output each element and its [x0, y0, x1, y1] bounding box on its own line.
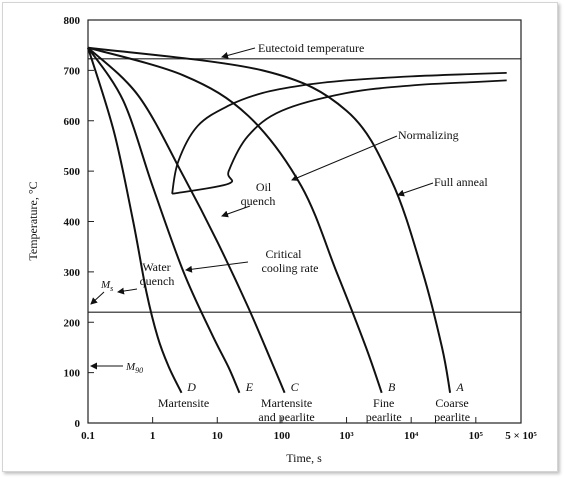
- curve-label-C-1: and pearlite: [258, 410, 314, 424]
- critical-line1: Critical: [266, 247, 303, 261]
- x-tick-label-6: 10⁵: [469, 430, 484, 442]
- normalizing-label: Normalizing: [398, 128, 459, 142]
- curve-letter-E: E: [245, 380, 254, 394]
- transformation-finish: [171, 79, 507, 195]
- water-quench-line1: Water: [142, 260, 170, 274]
- curve-label-D-0: Martensite: [158, 396, 209, 410]
- curve-label-C-0: Martensite: [261, 396, 312, 410]
- arrow-eutectoid: [221, 47, 256, 59]
- arrow-ms: [90, 291, 105, 305]
- eutectoid-label: Eutectoid temperature: [258, 41, 364, 55]
- y-tick-label-700: 700: [64, 65, 81, 77]
- x-tick-label-2: 10: [212, 430, 224, 442]
- x-tick-label-1: 1: [150, 430, 156, 442]
- water-quench-line2: quench: [140, 274, 175, 288]
- arrow-critical: [185, 261, 249, 273]
- arrow-normalizing: [291, 135, 398, 181]
- x-tick-label-4: 10³: [339, 430, 354, 442]
- water-quench-label: Water quench: [140, 260, 175, 288]
- y-tick-label-500: 500: [64, 166, 81, 178]
- y-tick-label-400: 400: [64, 217, 81, 229]
- arrow-water-quench: [117, 287, 138, 295]
- y-tick-label-100: 100: [64, 368, 81, 380]
- x-axis-title: Time, s: [286, 451, 322, 465]
- cooling-curve-A: [87, 46, 452, 393]
- curve-label-A-0: Coarse: [435, 396, 468, 410]
- y-tick-label-0: 0: [75, 418, 81, 430]
- transformation-curves: [171, 72, 507, 195]
- y-tick-label-300: 300: [64, 267, 81, 279]
- x-tick-label-7: 5 × 10⁵: [505, 430, 537, 442]
- reference-lines: [88, 58, 521, 313]
- x-tick-label-0: 0.1: [81, 430, 95, 442]
- oil-quench-line2: quench: [241, 194, 276, 208]
- curve-letter-B: B: [388, 380, 396, 394]
- curve-letter-A: A: [455, 380, 464, 394]
- curve-label-B-1: pearlite: [366, 410, 402, 424]
- arrow-oil-quench: [221, 205, 251, 218]
- y-tick-label-800: 800: [64, 15, 81, 27]
- y-tick-label-200: 200: [64, 317, 81, 329]
- critical-cooling-label: Critical cooling rate: [262, 247, 319, 275]
- plot-area: [87, 19, 522, 424]
- annotation-arrows: [90, 47, 434, 370]
- m90-label: M90: [125, 361, 143, 375]
- cooling-curve-E: [87, 47, 241, 394]
- axis-ticks: 0 100 200 300 400 500 600 700 800 0.1 1 10 100 10³ 10⁴…: [64, 15, 538, 442]
- arrow-full-anneal: [397, 182, 434, 197]
- transformation-start: [171, 72, 507, 194]
- full-anneal-label: Full anneal: [434, 175, 488, 189]
- x-tick-label-3: 100: [274, 430, 291, 442]
- figure-frame: [2, 2, 558, 472]
- y-tick-label-600: 600: [64, 116, 81, 128]
- curve-label-A-1: pearlite: [434, 410, 470, 424]
- oil-quench-label: Oil quench: [241, 180, 276, 208]
- ms-label: Ms: [100, 279, 113, 293]
- cooling-curves: [87, 46, 452, 394]
- cooling-curve-C: [87, 46, 286, 394]
- curve-letter-C: C: [291, 380, 300, 394]
- curve-letter-D: D: [186, 380, 196, 394]
- oil-quench-line1: Oil: [256, 180, 272, 194]
- curve-label-B-0: Fine: [373, 396, 394, 410]
- x-tick-label-5: 10⁴: [404, 430, 419, 442]
- critical-line2: cooling rate: [262, 261, 319, 275]
- cooling-curve-D: [87, 47, 183, 394]
- cooling-curve-B: [87, 46, 383, 394]
- y-axis-title: Temperature, °C: [26, 181, 40, 260]
